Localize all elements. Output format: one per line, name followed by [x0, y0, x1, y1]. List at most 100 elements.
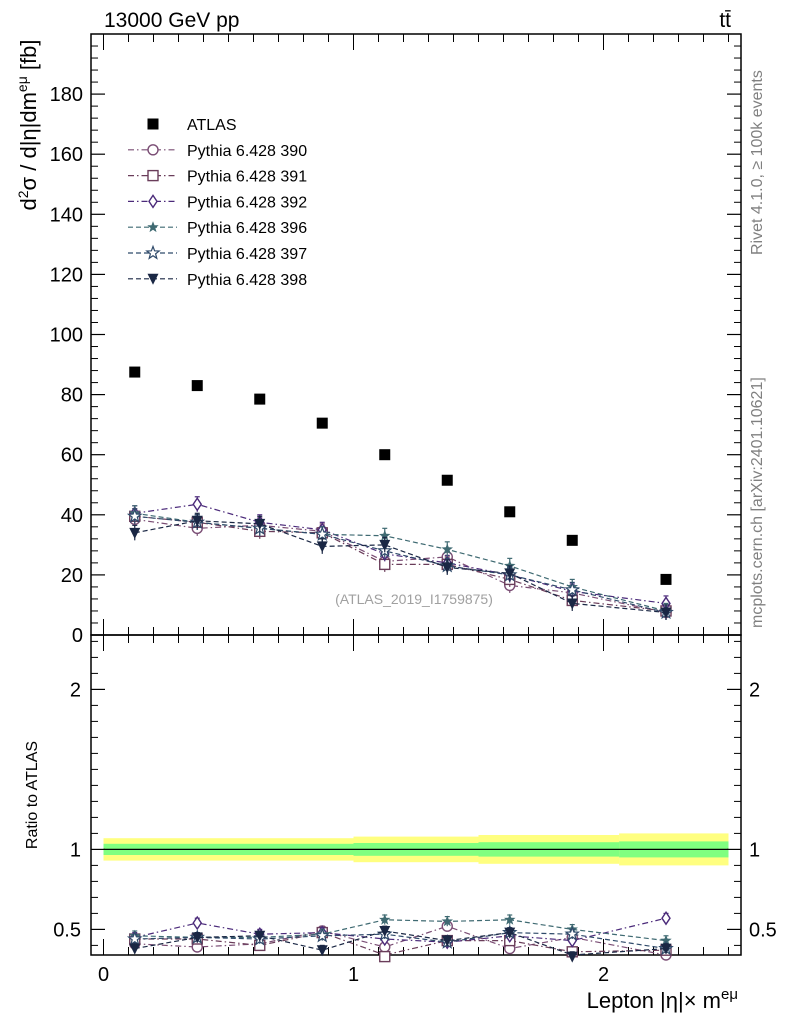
data-point-p398 [566, 951, 578, 963]
legend-label-ATLAS: ATLAS [187, 117, 237, 134]
main-y-tick-label: 160 [50, 144, 83, 166]
data-point-p398 [504, 927, 516, 939]
data-point-ATLAS [660, 573, 672, 585]
main-y-tick-label: 80 [61, 385, 83, 407]
data-point-p396 [660, 934, 672, 946]
data-point-p396 [441, 543, 453, 555]
legend: ATLAS Pythia 6.428 390 Pythia 6.428 391 Pyt… [128, 117, 307, 289]
data-point-p398 [129, 527, 141, 539]
header-right-title: tt̄ [719, 9, 731, 32]
ratio-y-tick-label-right: 1 [749, 839, 760, 861]
data-point-p397 [126, 508, 143, 524]
data-point-p398 [441, 562, 453, 574]
legend-marker-p390 [147, 144, 159, 156]
main-x-ticks [103, 34, 729, 635]
main-y-tick-label: 40 [61, 505, 83, 527]
mcplots-label: mcplots.cern.ch [arXiv:2401.10621] [749, 377, 766, 628]
main-panel: 0 20 40 60 80 100 120 140 160 180 (ATLAS_2019_I17… [14, 33, 742, 647]
data-point-p396 [504, 913, 516, 925]
data-point-p398 [660, 607, 672, 619]
data-point-p398 [441, 935, 453, 947]
main-y-tick-label: 60 [61, 445, 83, 467]
ratio-panel: 0.5 0.5 1 1 2 2 0 1 2 Ratio to ATLAS Lepton |η|… [24, 634, 777, 1013]
header-left-title: 13000 GeV pp [104, 9, 239, 32]
legend-label-p398: Pythia 6.428 398 [187, 272, 307, 289]
legend-label-p397: Pythia 6.428 397 [187, 246, 307, 263]
data-point-p397 [314, 526, 331, 542]
legend-marker-p392 [148, 194, 158, 209]
ratio-y-axis-title: Ratio to ATLAS [24, 741, 41, 849]
legend-marker-p397 [145, 244, 161, 260]
ratio-y-tick-label-right: 2 [749, 679, 760, 701]
series-p398 [129, 512, 672, 620]
data-point-p398 [316, 541, 328, 553]
data-point-p398 [379, 926, 391, 937]
data-point-p397 [126, 930, 143, 946]
ratio-x-tick-label: 0 [98, 964, 109, 986]
data-point-p392 [661, 910, 671, 926]
data-point-p397 [564, 926, 581, 941]
series-line-p390 [134, 925, 667, 956]
main-series-group [126, 366, 674, 620]
data-point-p398 [379, 539, 391, 551]
legend-marker-p391 [147, 169, 159, 182]
analysis-watermark: (ATLAS_2019_I1759875) [335, 591, 493, 607]
ratio-x-tick-label: 1 [348, 964, 359, 986]
legend-label-p390: Pythia 6.428 390 [187, 143, 307, 160]
ratio-y-tick-label: 1 [70, 839, 81, 861]
data-point-p396 [441, 915, 453, 927]
data-point-p397 [314, 927, 331, 943]
data-point-p398 [191, 932, 203, 944]
series-line-p398 [134, 930, 667, 956]
ratio-uncertainty-band [103, 833, 729, 866]
ratio-frame [90, 634, 742, 956]
legend-marker-p396 [147, 221, 159, 233]
main-y-tick-label: 120 [50, 264, 83, 286]
legend-label-p392: Pythia 6.428 392 [187, 194, 307, 211]
data-point-ATLAS [191, 380, 203, 392]
ratio-x-tick-label: 2 [598, 964, 609, 986]
data-point-ATLAS [316, 417, 328, 429]
series-line-p392 [134, 503, 667, 604]
data-point-p398 [254, 518, 266, 530]
data-point-ATLAS [566, 534, 578, 546]
main-y-tick-label: 180 [50, 84, 83, 106]
data-point-p391 [379, 950, 391, 963]
series-p391 [129, 926, 672, 963]
series-p398 [129, 925, 672, 963]
ratio-y-tick-label-right: 0.5 [749, 919, 777, 941]
data-point-p398 [660, 943, 672, 955]
data-point-p398 [566, 598, 578, 610]
main-y-tick-label: 140 [50, 204, 83, 226]
legend-label-p396: Pythia 6.428 396 [187, 220, 307, 237]
main-y-tick-label: 100 [50, 325, 83, 347]
data-point-p398 [316, 945, 328, 957]
main-y-axis: 0 20 40 60 80 100 120 140 160 180 [50, 45, 741, 647]
ratio-y-tick-label: 0.5 [53, 919, 81, 941]
series-line-p397 [134, 515, 667, 614]
series-p392 [129, 910, 671, 950]
data-point-p397 [564, 581, 581, 597]
series-line-p392 [134, 917, 667, 943]
data-point-p396 [379, 913, 391, 925]
data-point-ATLAS [379, 449, 391, 461]
legend-marker-p398 [147, 273, 159, 285]
main-y-axis-title: d2σ / d|η|dmeμ [fb] [14, 40, 41, 211]
main-y-tick-label: 0 [72, 625, 83, 647]
data-point-ATLAS [254, 393, 266, 405]
series-ATLAS [129, 366, 672, 585]
series-p397 [126, 924, 674, 956]
ratio-x-axis: 0 1 2 [98, 635, 729, 986]
data-point-p398 [191, 515, 203, 527]
rivet-label: Rivet 4.1.0, ≥ 100k events [749, 70, 766, 255]
data-point-ATLAS [504, 506, 516, 518]
ratio-y-axis: 0.5 0.5 1 1 2 2 [53, 640, 777, 946]
ratio-series-group [126, 910, 674, 963]
series-line-p398 [134, 520, 667, 614]
data-point-ATLAS [441, 474, 453, 486]
series-p396 [129, 913, 672, 946]
data-point-p398 [254, 930, 266, 942]
data-point-p398 [129, 943, 141, 955]
legend-label-p391: Pythia 6.428 391 [187, 169, 307, 186]
